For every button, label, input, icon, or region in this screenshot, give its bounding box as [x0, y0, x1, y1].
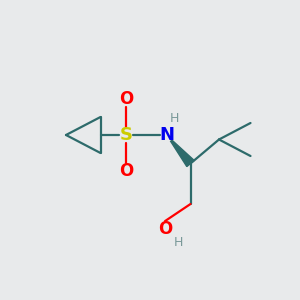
Polygon shape [171, 140, 194, 166]
Text: O: O [158, 220, 172, 238]
Text: S: S [119, 126, 133, 144]
Text: H: H [174, 236, 183, 250]
Text: O: O [119, 162, 133, 180]
Text: O: O [119, 90, 133, 108]
Text: N: N [159, 126, 174, 144]
Text: H: H [170, 112, 180, 125]
